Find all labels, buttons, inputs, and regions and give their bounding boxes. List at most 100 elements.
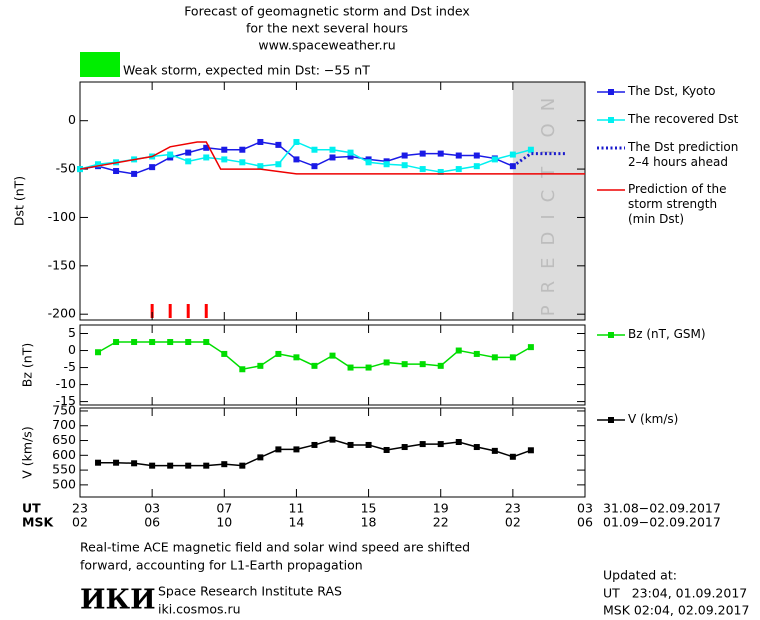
data-point <box>329 146 336 153</box>
data-point <box>185 339 192 346</box>
x-tick-label: 19 <box>433 501 449 516</box>
data-point <box>401 152 408 159</box>
data-point <box>167 151 174 158</box>
data-point <box>509 151 516 158</box>
data-point <box>473 152 480 159</box>
data-point <box>113 459 120 466</box>
x-tick-label: 03 <box>577 501 593 516</box>
data-point <box>311 163 318 170</box>
data-point <box>257 454 264 461</box>
legend-swatch <box>608 417 614 423</box>
data-point <box>221 461 228 468</box>
data-point <box>239 159 246 166</box>
storm-label: Weak storm, expected min Dst: −55 nT <box>123 63 370 78</box>
data-point <box>293 446 300 453</box>
data-point <box>257 163 264 170</box>
x-tick-label-msk: 14 <box>288 515 304 530</box>
date-range: 01.09−02.09.2017 <box>603 515 721 530</box>
data-point <box>311 146 318 153</box>
data-point <box>329 352 336 359</box>
y-axis-label: Bz (nT) <box>20 343 35 387</box>
data-point <box>239 462 246 469</box>
y-tick-label: 0 <box>68 342 76 357</box>
institute: Space Research Institute RAS <box>158 584 342 599</box>
data-point <box>275 350 282 357</box>
title: www.spaceweather.ru <box>258 38 395 53</box>
y-tick-label: -10 <box>56 376 76 391</box>
data-point <box>293 354 300 361</box>
legend-label: Prediction of the storm strength (min Ds… <box>628 182 727 226</box>
data-point <box>347 364 354 371</box>
plot-frame <box>79 81 586 321</box>
y-tick-label: -200 <box>48 306 76 321</box>
y-tick-label: -15 <box>56 393 76 408</box>
data-point <box>437 362 444 369</box>
y-tick-label: 5 <box>68 325 76 340</box>
y-tick-label: 600 <box>52 447 76 462</box>
y-tick-label: -5 <box>64 359 76 374</box>
y-tick-label: -50 <box>56 161 76 176</box>
data-point <box>95 349 102 356</box>
x-tick-label: 11 <box>288 501 304 516</box>
data-point <box>203 144 210 151</box>
data-point <box>437 441 444 448</box>
data-point <box>293 156 300 163</box>
data-point <box>185 158 192 165</box>
series-line <box>511 152 567 168</box>
data-point <box>203 154 210 161</box>
x-tick-label: 23 <box>505 501 521 516</box>
x-tick-label-msk: 18 <box>361 515 377 530</box>
data-point <box>455 166 462 173</box>
data-point <box>365 159 372 166</box>
y-axis-label: V (km/s) <box>20 426 35 478</box>
x-tick-label-msk: 02 <box>72 515 88 530</box>
y-tick-label: 750 <box>52 402 76 417</box>
data-point <box>527 146 534 153</box>
x-tick-label: 23 <box>72 501 88 516</box>
legend-label: The Dst prediction 2–4 hours ahead <box>628 140 739 169</box>
data-point <box>419 166 426 173</box>
x-tick-label-msk: 02 <box>505 515 521 530</box>
data-point <box>437 150 444 157</box>
data-point <box>221 156 228 163</box>
data-point <box>257 138 264 145</box>
data-point <box>473 444 480 451</box>
data-point <box>329 436 336 443</box>
x-tick-label: 07 <box>216 501 232 516</box>
data-point <box>509 453 516 460</box>
y-tick-label: 0 <box>68 112 76 127</box>
legend-label: The recovered Dst <box>628 112 739 126</box>
data-point <box>113 339 120 346</box>
plot-frame <box>79 407 586 498</box>
updated: MSK 02:04, 02.09.2017 <box>603 603 749 618</box>
x-axis-label: UT <box>22 501 41 516</box>
plot-frame <box>79 324 586 406</box>
data-point <box>383 359 390 366</box>
updated: UT 23:04, 01.09.2017 <box>603 586 747 601</box>
data-point <box>347 441 354 448</box>
prediction-region <box>512 82 585 320</box>
data-point <box>491 447 498 454</box>
x-tick-label: 03 <box>144 501 160 516</box>
legend-swatch <box>608 117 614 123</box>
updated: Updated at: <box>603 568 677 583</box>
data-point <box>527 447 534 454</box>
data-point <box>455 439 462 446</box>
data-point <box>383 161 390 168</box>
data-point <box>149 164 156 171</box>
title: Forecast of geomagnetic storm and Dst in… <box>184 4 470 19</box>
data-point <box>455 152 462 159</box>
legend-swatch <box>608 89 614 95</box>
x-tick-label-msk: 06 <box>144 515 160 530</box>
data-point <box>347 149 354 156</box>
y-tick-label: 500 <box>52 476 76 491</box>
y-tick-label: -150 <box>48 257 76 272</box>
url: iki.cosmos.ru <box>158 602 241 617</box>
data-point <box>239 366 246 373</box>
data-point <box>527 344 534 351</box>
data-point <box>329 154 336 161</box>
data-point <box>311 441 318 448</box>
date-range: 31.08−02.09.2017 <box>603 501 721 516</box>
data-point <box>383 446 390 453</box>
